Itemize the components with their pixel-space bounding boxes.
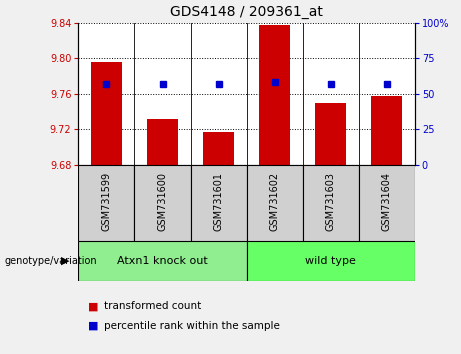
Text: genotype/variation: genotype/variation xyxy=(5,256,97,266)
Bar xyxy=(247,241,415,281)
Bar xyxy=(259,25,290,165)
Text: transformed count: transformed count xyxy=(104,301,201,311)
Text: GSM731603: GSM731603 xyxy=(326,172,336,231)
Bar xyxy=(91,62,122,165)
Bar xyxy=(147,120,178,165)
Title: GDS4148 / 209361_at: GDS4148 / 209361_at xyxy=(170,5,323,19)
Bar xyxy=(190,165,247,241)
Text: GSM731604: GSM731604 xyxy=(382,172,392,231)
Bar xyxy=(203,132,234,165)
Bar xyxy=(372,97,402,165)
Bar xyxy=(78,165,135,241)
Bar xyxy=(135,165,190,241)
Bar xyxy=(78,241,247,281)
Text: ▶: ▶ xyxy=(61,256,69,266)
Text: GSM731599: GSM731599 xyxy=(101,172,112,231)
Bar xyxy=(303,165,359,241)
Bar xyxy=(247,165,303,241)
Bar xyxy=(359,165,415,241)
Text: GSM731600: GSM731600 xyxy=(158,172,167,231)
Text: Atxn1 knock out: Atxn1 knock out xyxy=(117,256,208,266)
Text: ■: ■ xyxy=(88,321,98,331)
Bar xyxy=(315,103,346,165)
Text: ■: ■ xyxy=(88,301,98,311)
Text: GSM731601: GSM731601 xyxy=(213,172,224,231)
Text: wild type: wild type xyxy=(305,256,356,266)
Text: percentile rank within the sample: percentile rank within the sample xyxy=(104,321,280,331)
Text: GSM731602: GSM731602 xyxy=(270,172,280,231)
